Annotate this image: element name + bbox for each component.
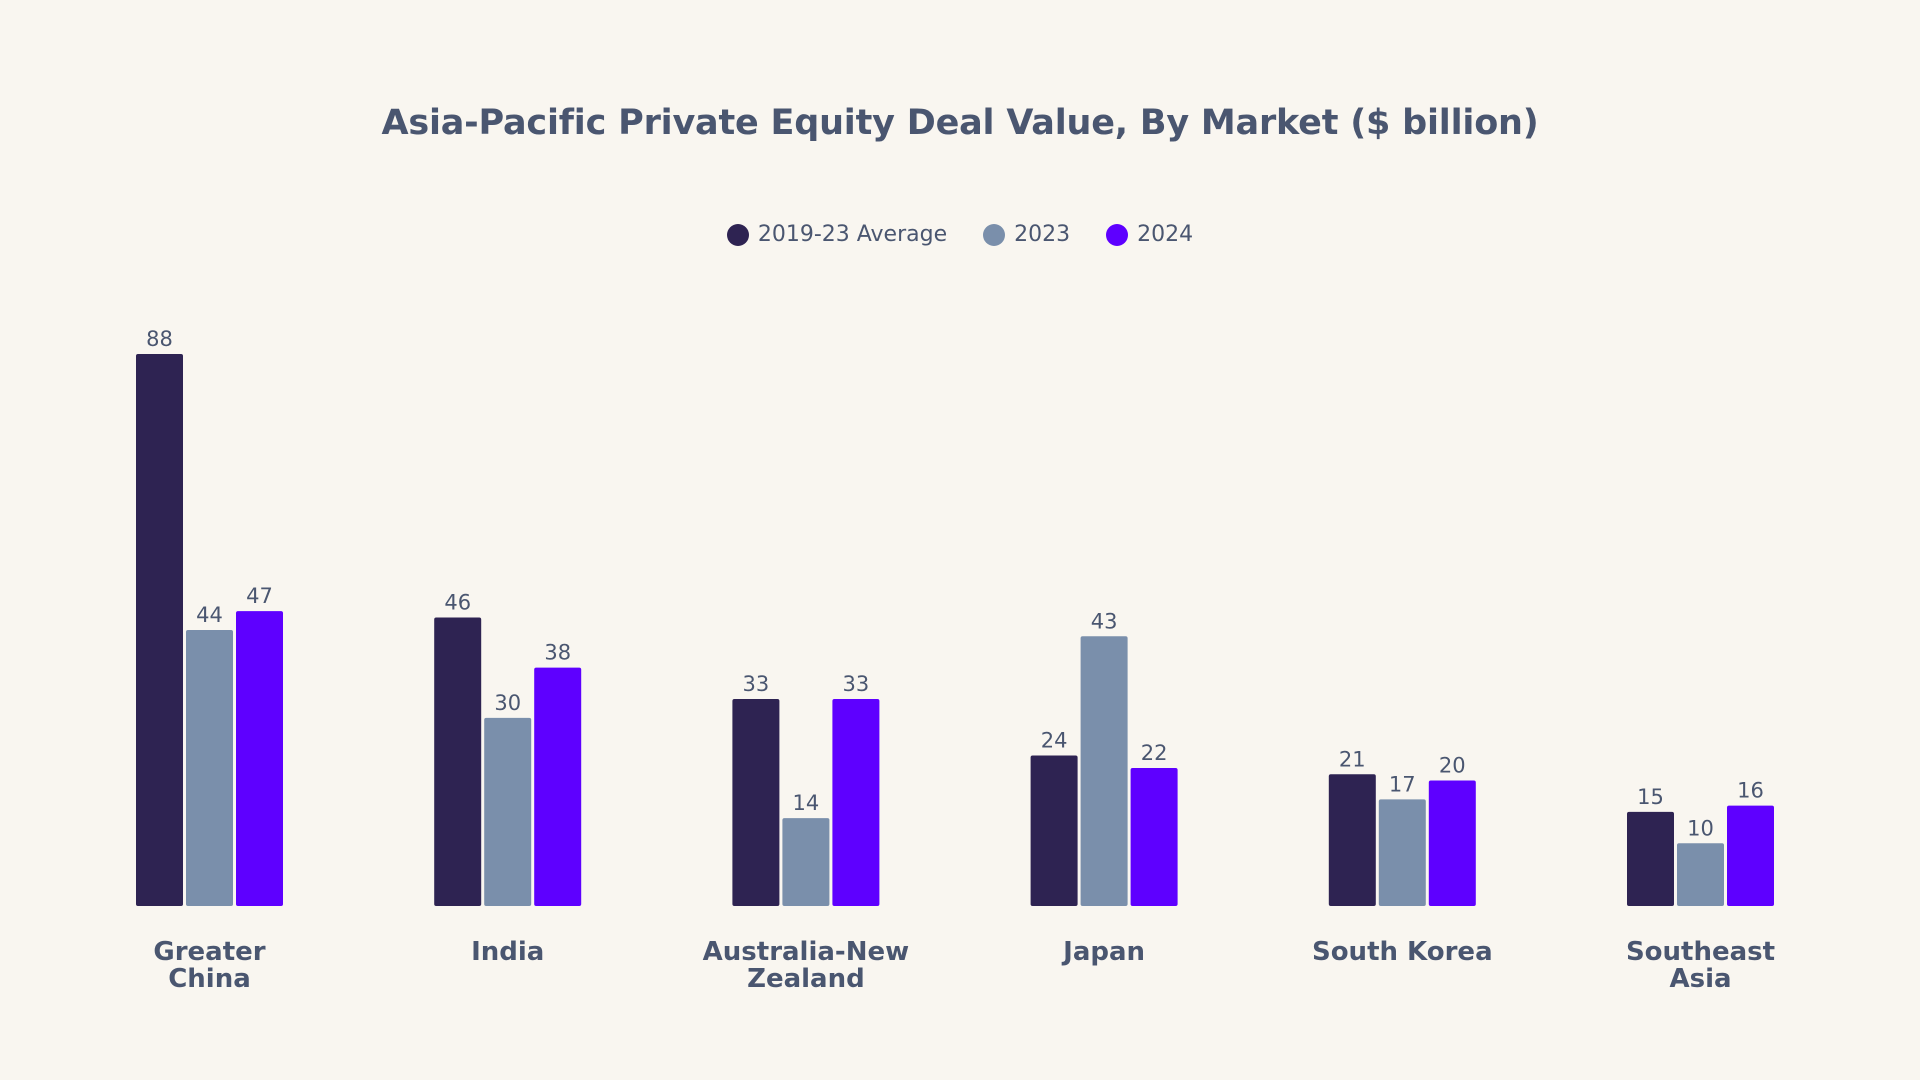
bar-4-series-0[interactable] [1328, 774, 1376, 906]
bar-4-series-1[interactable] [1378, 799, 1426, 906]
bar-0-series-1[interactable] [186, 630, 233, 906]
data-label-3-series-1: 43 [1091, 609, 1118, 633]
legend-item-series-1[interactable]: 2023 [983, 222, 1070, 247]
data-label-1-series-0: 46 [444, 590, 471, 614]
bar-3-series-1[interactable] [1080, 636, 1128, 906]
category-label-5: Southeast Asia [1626, 937, 1775, 994]
bar-1-series-2[interactable] [534, 667, 582, 906]
category-label-2-line-1: Zealand [747, 964, 865, 994]
bar-0-series-2[interactable] [236, 611, 283, 906]
data-label-3-series-2: 22 [1141, 741, 1168, 765]
data-label-3-series-0: 24 [1041, 728, 1068, 752]
bar-0-series-0[interactable] [136, 354, 183, 906]
bar-group-0: 88 44 47 [136, 327, 283, 906]
data-label-2-series-1: 14 [793, 791, 820, 815]
category-label-5-line-0: Southeast [1626, 937, 1775, 967]
data-label-2-series-0: 33 [743, 672, 770, 696]
legend-swatch-series-2 [1106, 223, 1129, 246]
bar-4-series-2[interactable] [1428, 780, 1476, 906]
legend-label-series-1: 2023 [1014, 222, 1071, 247]
bar-2-series-0[interactable] [732, 699, 780, 906]
bar-5-series-0[interactable] [1627, 811, 1674, 906]
bar-1-series-0[interactable] [434, 617, 482, 906]
legend-swatch-series-1 [983, 223, 1006, 246]
legend-item-series-2[interactable]: 2024 [1106, 222, 1193, 247]
legend-label-series-0: 2019-23 Average [757, 222, 948, 247]
legend-swatch-series-0 [726, 223, 749, 246]
bar-1-series-1[interactable] [484, 717, 532, 906]
category-label-1-line-0: India [471, 937, 544, 967]
category-label-1: India [471, 937, 544, 967]
bar-group-1: 46 30 38 [434, 590, 582, 906]
bar-group-2: 33 14 33 [732, 672, 880, 906]
bar-2-series-1[interactable] [782, 818, 830, 906]
data-label-1-series-1: 30 [494, 691, 521, 715]
data-label-1-series-2: 38 [544, 641, 571, 665]
category-label-5-line-1: Asia [1669, 964, 1731, 994]
category-label-4: South Korea [1312, 937, 1493, 967]
category-label-0: Greater China [153, 937, 265, 994]
data-label-4-series-2: 20 [1439, 754, 1466, 778]
bar-3-series-0[interactable] [1030, 755, 1078, 906]
category-label-2: Australia-New Zealand [703, 937, 909, 994]
bar-5-series-1[interactable] [1677, 843, 1724, 906]
legend-label-series-2: 2024 [1137, 222, 1194, 247]
bar-5-series-2[interactable] [1727, 805, 1774, 906]
data-label-0-series-0: 88 [146, 327, 173, 351]
data-label-4-series-0: 21 [1339, 747, 1366, 771]
category-label-0-line-1: China [168, 964, 251, 994]
data-label-5-series-0: 15 [1637, 785, 1664, 809]
data-label-0-series-1: 44 [196, 603, 223, 627]
chart-title: Asia-Pacific Private Equity Deal Value, … [381, 103, 1539, 143]
data-label-4-series-1: 17 [1389, 772, 1416, 796]
data-label-5-series-2: 16 [1737, 779, 1764, 803]
category-label-0-line-0: Greater [153, 937, 265, 967]
category-label-3: Japan [1061, 937, 1145, 967]
chart-legend: 2019-23 Average 2023 2024 [0, 222, 1920, 247]
legend-item-series-0[interactable]: 2019-23 Average [726, 222, 948, 247]
data-label-5-series-1: 10 [1687, 816, 1714, 840]
bar-3-series-2[interactable] [1130, 768, 1178, 906]
category-label-3-line-0: Japan [1061, 937, 1145, 967]
category-label-2-line-0: Australia-New [703, 937, 909, 967]
bar-group-5: 15 10 16 [1627, 779, 1774, 906]
data-label-0-series-2: 47 [246, 584, 273, 608]
bar-group-3: 24 43 22 [1030, 609, 1178, 906]
bar-group-4: 21 17 20 [1328, 747, 1476, 906]
category-label-4-line-0: South Korea [1312, 937, 1493, 967]
data-label-2-series-2: 33 [843, 672, 870, 696]
bar-2-series-2[interactable] [832, 699, 880, 906]
